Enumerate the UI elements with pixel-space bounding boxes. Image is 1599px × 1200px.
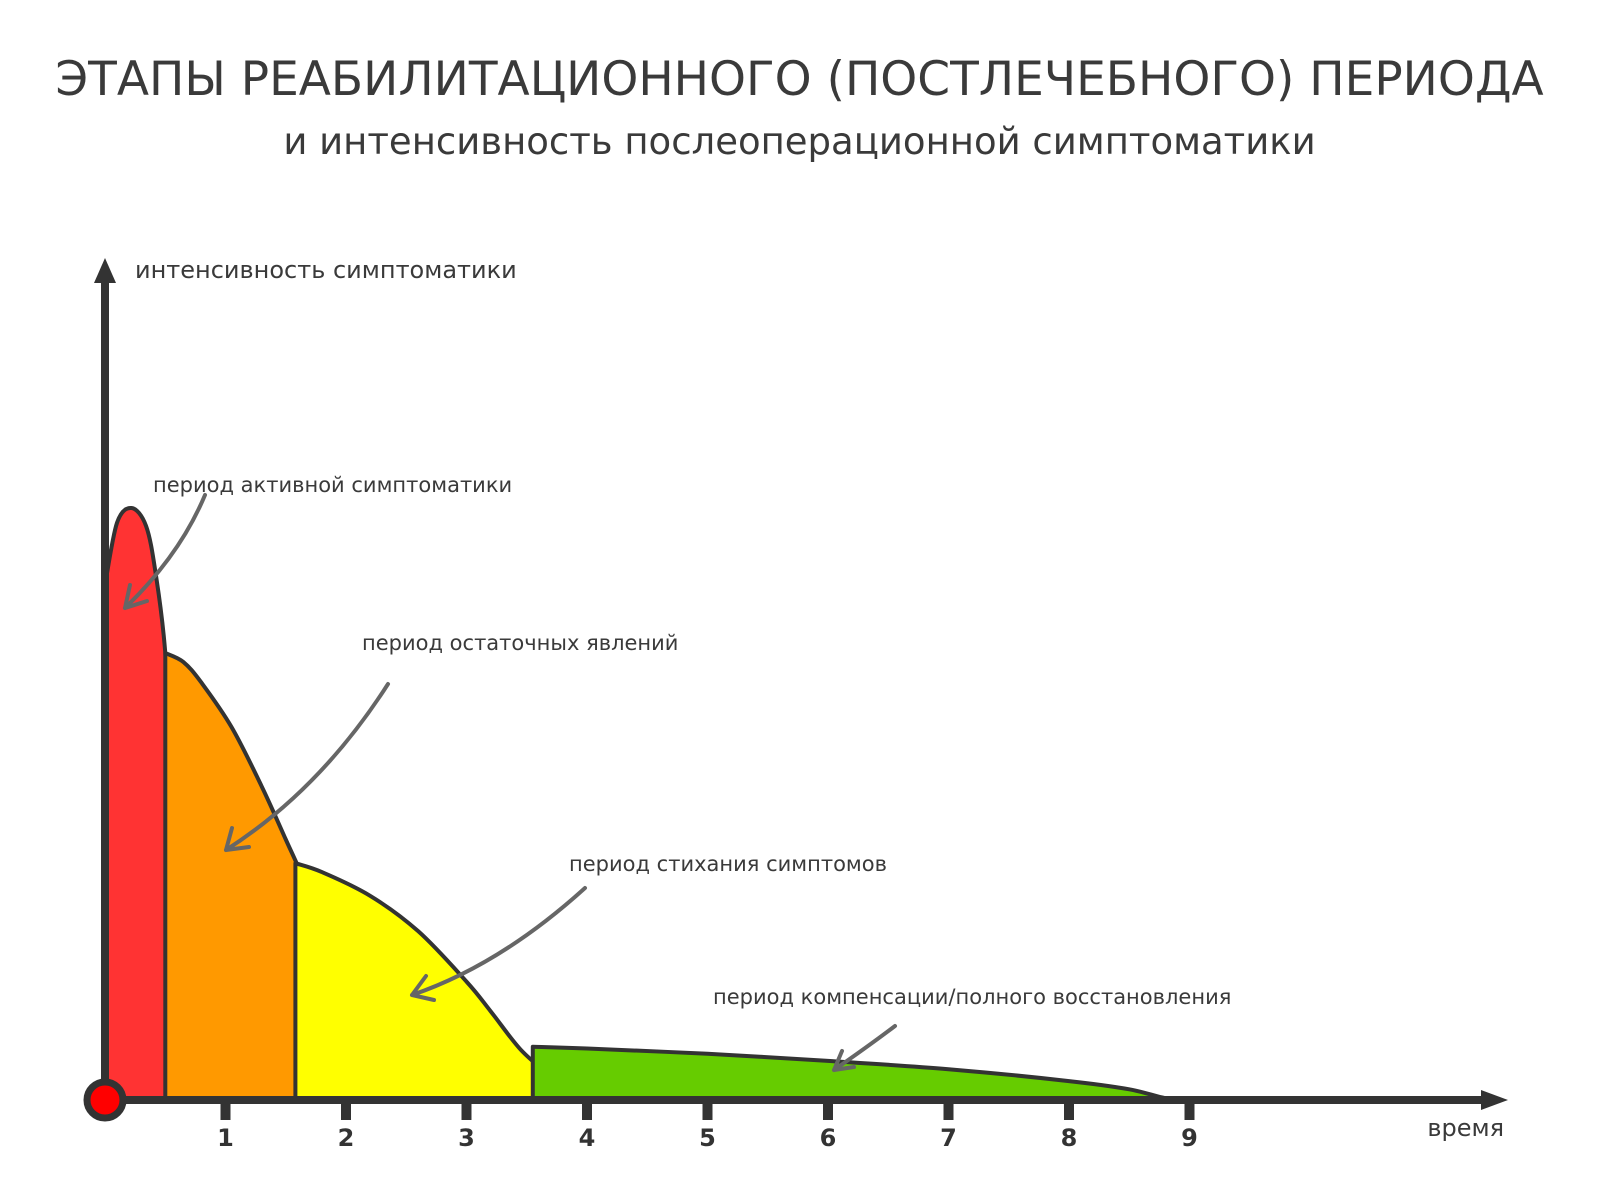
x-tick-mark-7 (943, 1100, 954, 1120)
origin-marker (83, 1078, 127, 1122)
chart-subtitle: и интенсивность послеоперационной симпто… (283, 120, 1316, 163)
label-subsiding: период стихания симптомов (569, 852, 887, 876)
x-tick-mark-3 (461, 1100, 472, 1120)
x-tick-mark-1 (220, 1100, 231, 1120)
x-tick-label-7: 7 (940, 1124, 957, 1152)
x-tick-mark-9 (1184, 1100, 1195, 1120)
label-residual: период остаточных явлений (362, 631, 678, 655)
area-series-4 (530, 1044, 1192, 1102)
x-tick-label-3: 3 (458, 1124, 475, 1152)
arrow-active (123, 493, 207, 610)
label-active: период активной симптоматики (153, 473, 512, 497)
x-ticks: 1 2 3 4 5 6 7 8 9 (217, 1100, 1198, 1152)
y-axis-arrowhead (94, 258, 116, 283)
x-tick-label-4: 4 (579, 1124, 596, 1152)
x-tick-mark-2 (341, 1100, 351, 1120)
x-tick-mark-5 (702, 1100, 713, 1120)
x-tick-label-5: 5 (699, 1124, 716, 1152)
annotation-arrows (123, 493, 897, 1072)
x-axis-arrowhead (1481, 1090, 1508, 1110)
x-tick-mark-4 (582, 1100, 592, 1120)
x-tick-label-8: 8 (1061, 1124, 1078, 1152)
chart-areas (103, 505, 1192, 1102)
arrow-residual (224, 682, 390, 852)
chart-title: ЭТАПЫ РЕАБИЛИТАЦИОННОГО (ПОСТЛЕЧЕБНОГО) … (55, 52, 1544, 107)
x-tick-label-2: 2 (338, 1124, 355, 1152)
x-tick-mark-6 (823, 1100, 833, 1120)
x-axis-label: время (1427, 1114, 1504, 1142)
x-tick-label-9: 9 (1181, 1124, 1198, 1152)
x-tick-mark-8 (1064, 1100, 1074, 1120)
x-tick-label-6: 6 (820, 1124, 837, 1152)
x-tick-label-1: 1 (217, 1124, 234, 1152)
label-compensation: период компенсации/полного восстановлени… (713, 985, 1231, 1009)
y-axis-label: интенсивность симптоматики (135, 256, 517, 284)
arrow-subsiding (410, 886, 587, 1002)
arrow-compensation (832, 1024, 897, 1072)
